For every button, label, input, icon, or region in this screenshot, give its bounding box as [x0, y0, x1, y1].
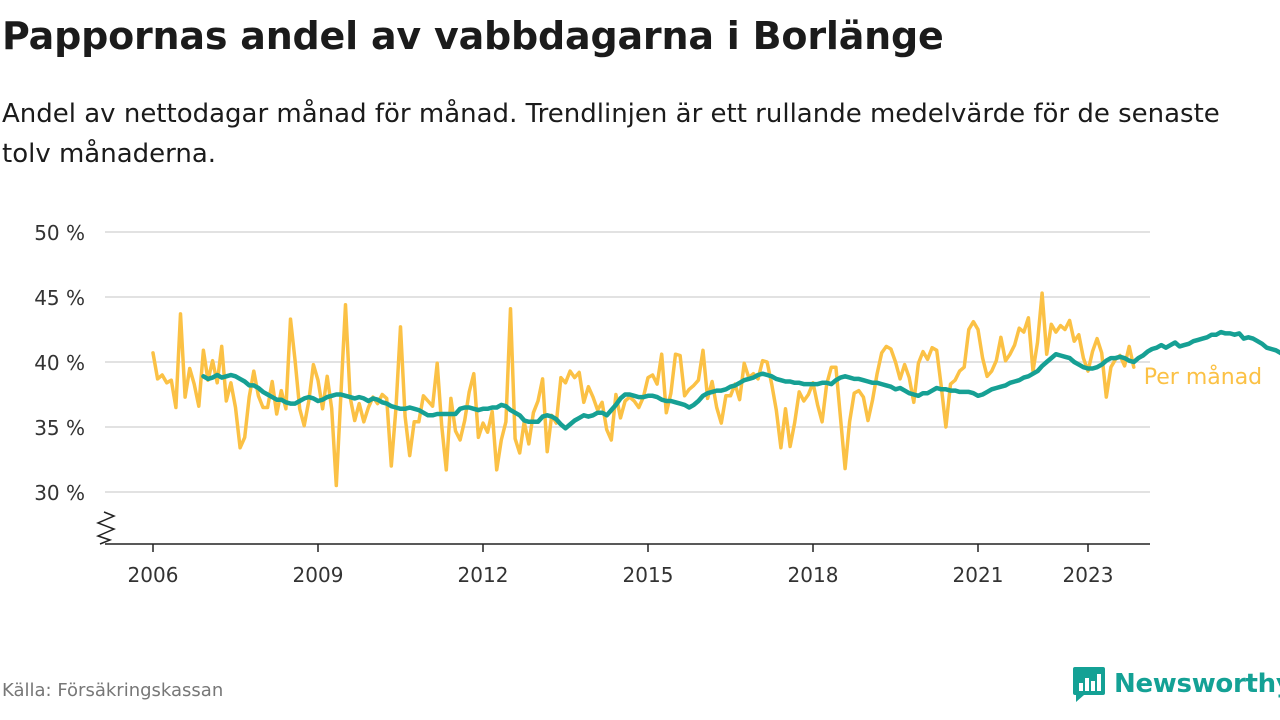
source-note: Källa: Försäkringskassan: [2, 680, 224, 701]
y-tick-label: 45 %: [34, 286, 85, 310]
y-tick-label: 35 %: [34, 416, 85, 440]
axis-break-icon: [95, 511, 116, 545]
x-tick-label: 2023: [1063, 563, 1114, 587]
y-tick-label: 50 %: [34, 221, 85, 245]
monthly-series-label: Per månad: [1144, 364, 1262, 390]
x-tick-label: 2012: [458, 563, 509, 587]
monthly-line: [151, 291, 1136, 488]
x-tick-label: 2006: [128, 563, 179, 587]
trend-line: [201, 329, 1280, 431]
newsworthy-logo-icon: [1073, 667, 1105, 702]
y-tick-label: 40 %: [34, 351, 85, 375]
series-labels: TrendPer månad: [1144, 364, 1262, 390]
y-tick-label: 30 %: [34, 481, 85, 505]
x-tick-label: 2009: [293, 563, 344, 587]
chart-title: Pappornas andel av vabbdagarna i Borläng…: [2, 14, 944, 58]
brand: Newsworthy: [1072, 664, 1280, 704]
x-tick-label: 2018: [788, 563, 839, 587]
x-tick-label: 2021: [953, 563, 1004, 587]
y-axis-ticks: 30 % 35 % 40 % 45 % 50 %: [34, 221, 85, 505]
x-tick-label: 2015: [623, 563, 674, 587]
series-layer: [151, 291, 1280, 488]
x-axis: 2006 2009 2012 2015 2018 2021 2023: [95, 511, 1150, 587]
chart-subtitle: Andel av nettodagar månad för månad. Tre…: [2, 99, 1220, 169]
gridlines: [105, 231, 1150, 493]
brand-name: Newsworthy: [1114, 669, 1280, 699]
